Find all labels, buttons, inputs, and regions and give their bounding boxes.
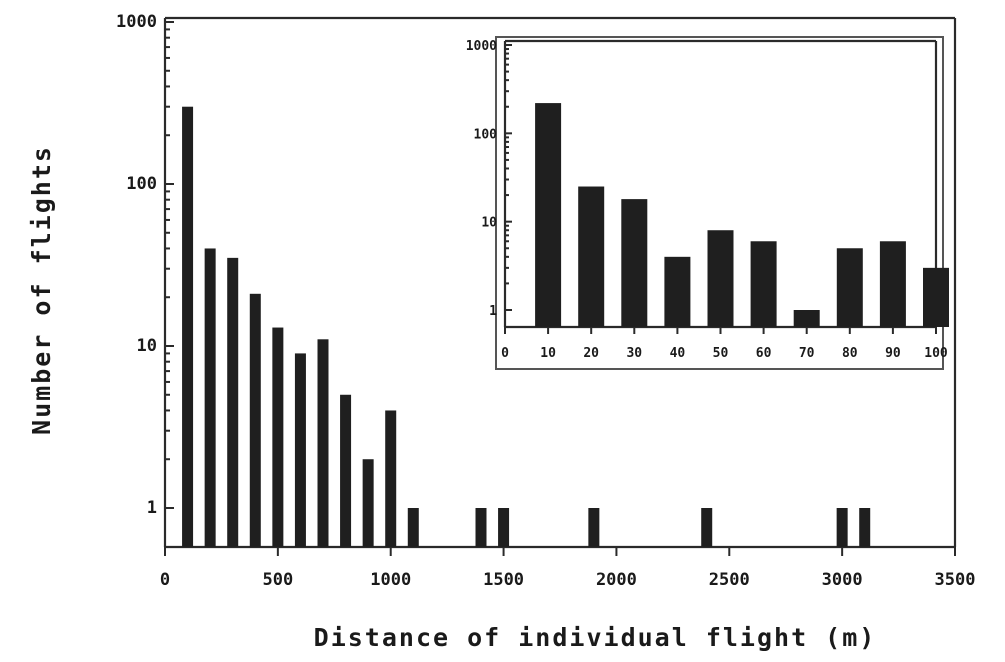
bar <box>750 241 777 327</box>
bar <box>578 186 605 327</box>
x-tick-label: 500 <box>262 570 293 590</box>
x-tick-label: 0 <box>160 570 170 590</box>
bar <box>204 248 216 547</box>
bar <box>317 339 329 547</box>
x-tick-label: 3500 <box>935 570 976 590</box>
bar <box>664 256 691 327</box>
bar <box>294 353 306 547</box>
y-tick-label: 1 <box>147 498 157 518</box>
bar <box>535 103 562 327</box>
bar <box>836 508 848 547</box>
bar <box>182 106 194 547</box>
x-tick-label: 30 <box>626 346 642 361</box>
bar <box>475 508 487 547</box>
bar <box>701 508 713 547</box>
bar <box>272 327 284 547</box>
bar <box>407 508 419 547</box>
bar <box>227 257 239 547</box>
x-tick-label: 20 <box>583 346 599 361</box>
x-tick-label: 1500 <box>483 570 524 590</box>
x-tick-label: 50 <box>713 346 729 361</box>
x-tick-label: 0 <box>501 346 509 361</box>
y-tick-label: 1000 <box>116 12 157 32</box>
bar <box>498 508 510 547</box>
y-tick-label: 1 <box>489 304 497 319</box>
bar <box>621 199 648 327</box>
x-tick-label: 90 <box>885 346 901 361</box>
y-tick-label: 100 <box>474 127 498 142</box>
x-tick-label: 100 <box>924 346 948 361</box>
x-tick-label: 2000 <box>596 570 637 590</box>
x-axis-label: Distance of individual flight (m) <box>314 623 877 652</box>
x-tick-label: 70 <box>799 346 815 361</box>
bar <box>385 410 397 547</box>
bar <box>793 310 820 327</box>
bar <box>923 267 949 327</box>
x-tick-label: 2500 <box>709 570 750 590</box>
bar <box>836 248 863 327</box>
x-tick-label: 60 <box>756 346 772 361</box>
x-tick-label: 40 <box>670 346 686 361</box>
bar <box>588 508 600 547</box>
y-tick-label: 10 <box>481 216 497 231</box>
y-axis-label: Number of flights <box>27 145 56 435</box>
y-tick-label: 100 <box>126 174 157 194</box>
y-tick-label: 10 <box>137 336 157 356</box>
x-tick-label: 1000 <box>370 570 411 590</box>
inset-frame <box>495 36 944 370</box>
x-tick-label: 80 <box>842 346 858 361</box>
bar <box>362 459 374 547</box>
x-tick-label: 10 <box>540 346 556 361</box>
bar <box>879 241 906 327</box>
bar <box>707 230 734 327</box>
bar <box>859 508 871 547</box>
inset-chart-panel: 1 10 100 1000 0 10 20 30 40 50 60 70 80 90 100 <box>466 36 949 370</box>
y-tick-label: 1000 <box>466 39 497 54</box>
bar <box>340 394 352 547</box>
bar <box>249 293 261 547</box>
x-tick-label: 3000 <box>822 570 863 590</box>
